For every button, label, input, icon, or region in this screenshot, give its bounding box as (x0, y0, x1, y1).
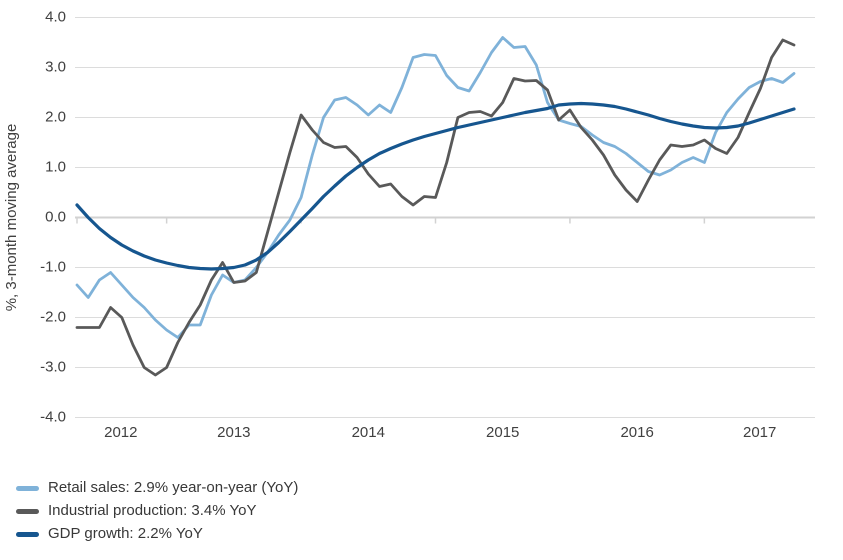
retail-sales-swatch (16, 485, 39, 491)
y-tick-label: 4.0 (45, 8, 66, 25)
y-tick-label: 3.0 (45, 58, 66, 75)
gdp-growth-swatch (16, 531, 39, 537)
x-tick-label: 2017 (743, 424, 776, 441)
line-chart: 4.0 3.0 2.0 1.0 0.0 -1.0 -2.0 -3.0 -4.0 2012 2013 2… (3, 8, 815, 441)
legend-item-industrial-production: Industrial production: 3.4% YoY (16, 503, 298, 519)
y-tick-label: -2.0 (40, 308, 66, 325)
retail-sales-line (75, 36, 796, 339)
y-tick-label: 2.0 (45, 108, 66, 125)
x-tick-label: 2014 (352, 424, 385, 441)
x-tick-label: 2015 (486, 424, 519, 441)
gdp-growth-line (75, 101, 796, 271)
x-tick-label: 2016 (620, 424, 653, 441)
industrial-production-swatch (16, 508, 39, 514)
legend: Retail sales: 2.9% year-on-year (YoY) In… (16, 480, 298, 542)
legend-label-industrial-production: Industrial production: 3.4% YoY (48, 502, 257, 519)
y-tick-label: 1.0 (45, 158, 66, 175)
legend-item-gdp-growth: GDP growth: 2.2% YoY (16, 526, 298, 542)
legend-item-retail-sales: Retail sales: 2.9% year-on-year (YoY) (16, 480, 298, 496)
x-tick-label: 2012 (104, 424, 137, 441)
legend-label-retail-sales: Retail sales: 2.9% year-on-year (YoY) (48, 479, 299, 496)
y-tick-label: 0.0 (45, 208, 66, 225)
industrial-production-line (75, 38, 796, 377)
y-tick-label: -1.0 (40, 258, 66, 275)
y-tick-label: -4.0 (40, 408, 66, 425)
legend-label-gdp-growth: GDP growth: 2.2% YoY (48, 525, 203, 542)
y-tick-label: -3.0 (40, 358, 66, 375)
x-tick-label: 2013 (217, 424, 250, 441)
chart-canvas: 4.0 3.0 2.0 1.0 0.0 -1.0 -2.0 -3.0 -4.0 2012 2013 2… (3, 8, 815, 441)
y-axis-title: %, 3-month moving average (3, 124, 20, 312)
